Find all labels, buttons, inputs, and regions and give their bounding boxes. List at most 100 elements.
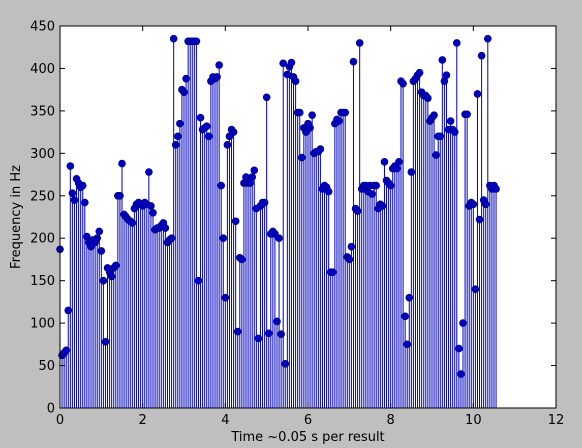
stem-marker xyxy=(457,371,464,378)
stem-marker xyxy=(230,129,237,136)
stem-marker xyxy=(63,347,70,354)
stem-marker xyxy=(395,158,402,165)
x-axis-label: Time ~0.05 s per result xyxy=(230,430,384,445)
stem-marker xyxy=(71,197,78,204)
stem-marker xyxy=(292,78,299,85)
stem-marker xyxy=(193,38,200,45)
stem-marker xyxy=(220,235,227,242)
y-tick-label: 450 xyxy=(30,20,55,35)
stem-marker xyxy=(65,307,72,314)
stem-marker xyxy=(278,331,285,338)
stem-marker xyxy=(197,114,204,121)
stem-marker xyxy=(336,118,343,125)
stem-marker xyxy=(261,199,268,206)
stem-marker xyxy=(218,182,225,189)
stem-marker xyxy=(112,262,119,269)
y-tick-label: 150 xyxy=(30,274,55,289)
stem-marker xyxy=(222,294,229,301)
x-tick-label: 0 xyxy=(56,413,64,428)
stem-marker xyxy=(424,95,431,102)
stem-marker xyxy=(443,72,450,79)
stem-marker xyxy=(251,167,258,174)
stem-marker xyxy=(94,235,101,242)
stem-marker xyxy=(79,182,86,189)
stem-marker xyxy=(195,277,202,284)
stem-marker xyxy=(102,338,109,345)
stem-marker xyxy=(447,118,454,125)
stem-marker xyxy=(400,80,407,87)
stem-marker xyxy=(174,133,181,140)
stem-marker xyxy=(478,52,485,59)
stem-marker xyxy=(274,318,281,325)
stem-marker xyxy=(369,191,376,198)
stem-marker xyxy=(453,39,460,46)
x-tick-label: 12 xyxy=(548,413,565,428)
stem-marker xyxy=(296,109,303,116)
x-tick-label: 4 xyxy=(221,413,229,428)
stem-marker xyxy=(455,345,462,352)
stem-marker xyxy=(439,56,446,63)
stem-marker xyxy=(329,269,336,276)
stem-marker xyxy=(356,39,363,46)
stem-marker xyxy=(476,216,483,223)
stem-marker xyxy=(129,219,136,226)
stem-marker xyxy=(431,112,438,119)
stem-marker xyxy=(433,152,440,159)
stem-marker xyxy=(116,192,123,199)
stem-marker xyxy=(168,235,175,242)
x-tick-label: 8 xyxy=(387,413,395,428)
stem-marker xyxy=(69,190,76,197)
stem-marker xyxy=(108,273,115,280)
stem-marker xyxy=(234,328,241,335)
stem-marker xyxy=(393,165,400,172)
stem-marker xyxy=(181,89,188,96)
stem-marker xyxy=(176,120,183,127)
stem-marker xyxy=(406,294,413,301)
stem-marker xyxy=(472,286,479,293)
y-tick-label: 300 xyxy=(30,147,55,162)
stem-marker xyxy=(214,73,221,80)
stem-marker xyxy=(325,188,332,195)
y-axis-label: Frequency in Hz xyxy=(9,165,24,269)
stem-marker xyxy=(263,94,270,101)
stem-marker xyxy=(170,35,177,42)
stem-marker xyxy=(482,201,489,208)
stem-marker xyxy=(416,69,423,76)
stem-marker xyxy=(493,185,500,192)
stem-marker xyxy=(150,209,157,216)
y-tick-label: 400 xyxy=(30,62,55,77)
stem-marker xyxy=(464,111,471,118)
stem-marker xyxy=(288,59,295,66)
x-tick-label: 6 xyxy=(304,413,312,428)
stem-marker xyxy=(96,228,103,235)
stem-marker xyxy=(249,174,256,181)
y-tick-label: 200 xyxy=(30,232,55,247)
stem-marker xyxy=(373,182,380,189)
stem-marker xyxy=(350,58,357,65)
stem-marker xyxy=(298,154,305,161)
stem-marker xyxy=(255,335,262,342)
stem-marker xyxy=(484,35,491,42)
stem-marker xyxy=(402,313,409,320)
stem-marker xyxy=(309,112,316,119)
y-tick-label: 100 xyxy=(30,317,55,332)
stem-marker xyxy=(224,141,231,148)
stem-marker xyxy=(205,133,212,140)
stem-marker xyxy=(265,330,272,337)
stem-marker xyxy=(282,360,289,367)
stem-marker xyxy=(379,202,386,209)
stem-marker xyxy=(67,163,74,170)
stem-marker xyxy=(183,75,190,82)
stem-marker xyxy=(404,341,411,348)
stem-marker xyxy=(81,199,88,206)
stem-marker xyxy=(408,169,415,176)
stem-marker xyxy=(346,256,353,263)
stem-marker xyxy=(348,243,355,250)
stem-marker xyxy=(162,225,169,232)
stem-marker xyxy=(216,62,223,69)
stem-marker xyxy=(437,133,444,140)
stem-marker xyxy=(307,124,314,131)
y-tick-label: 250 xyxy=(30,189,55,204)
stem-marker xyxy=(232,218,239,225)
